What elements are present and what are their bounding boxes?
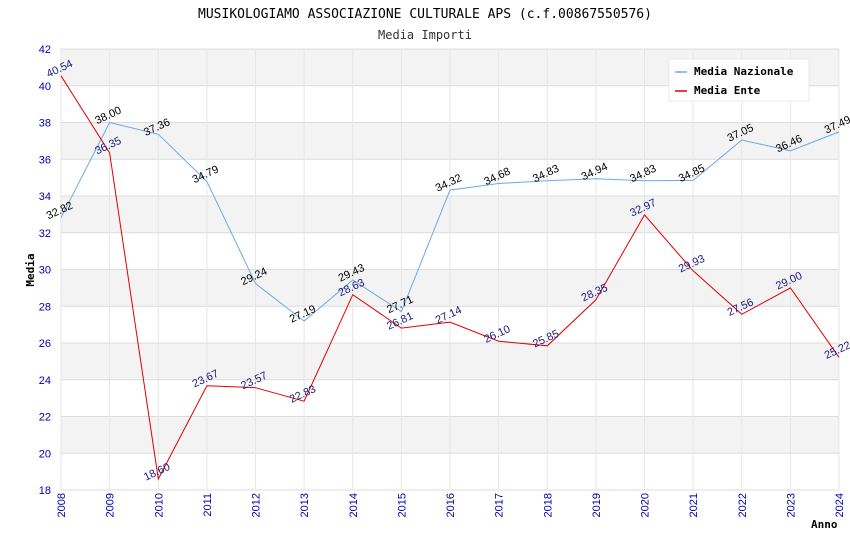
y-tick-label: 40: [39, 81, 51, 93]
chart-subtitle: Media Importi: [378, 28, 472, 42]
x-tick-label: 2017: [494, 493, 506, 517]
legend: Media Nazionale Media Ente: [668, 58, 810, 102]
x-tick-label: 2011: [202, 493, 214, 517]
x-tick-label: 2010: [153, 493, 165, 517]
y-tick-label: 32: [39, 228, 51, 240]
y-tick-label: 20: [39, 448, 51, 460]
x-tick-label: 2016: [445, 493, 457, 517]
x-tick-label: 2012: [251, 493, 263, 517]
y-tick-label: 38: [39, 118, 51, 130]
y-tick-label: 22: [39, 412, 51, 424]
y-axis-ticks: 18 20 22 24 26 28 30 32 34 36 38 40 42: [39, 44, 51, 497]
y-tick-label: 18: [39, 485, 51, 497]
y-tick-label: 30: [39, 265, 51, 277]
series-line-nazionale: [60, 121, 840, 322]
legend-label-ente: Media Ente: [694, 84, 761, 97]
x-tick-label: 2015: [396, 493, 408, 517]
x-tick-label: 2008: [56, 493, 68, 517]
x-tick-label: 2018: [542, 493, 554, 517]
series-lines: [60, 75, 840, 481]
y-tick-label: 24: [39, 375, 51, 387]
y-axis-label: Media: [24, 253, 37, 286]
x-tick-label: 2013: [299, 493, 311, 517]
y-tick-label: 28: [39, 301, 51, 313]
x-tick-label: 2022: [737, 493, 749, 517]
x-tick-label: 2024: [834, 493, 846, 517]
x-tick-label: 2014: [348, 493, 360, 517]
grid-lines: [60, 48, 840, 491]
x-tick-label: 2023: [785, 493, 797, 517]
x-tick-label: 2021: [688, 493, 700, 517]
series-line-ente: [60, 75, 840, 481]
chart-title: MUSIKOLOGIAMO ASSOCIAZIONE CULTURALE APS…: [198, 7, 652, 22]
legend-box: [668, 58, 810, 102]
x-axis-label: Anno: [811, 518, 838, 531]
x-tick-label: 2020: [640, 493, 652, 517]
y-tick-label: 26: [39, 338, 51, 350]
y-tick-label: 34: [39, 191, 51, 203]
legend-label-nazionale: Media Nazionale: [694, 65, 794, 78]
y-tick-label: 36: [39, 154, 51, 166]
x-axis-ticks: 2008 2009 2010 2011 2012 2013 2014 2015 2016 2017…: [56, 493, 846, 517]
x-tick-label: 2019: [591, 493, 603, 517]
y-tick-label: 42: [39, 44, 51, 56]
x-tick-label: 2009: [105, 493, 117, 517]
